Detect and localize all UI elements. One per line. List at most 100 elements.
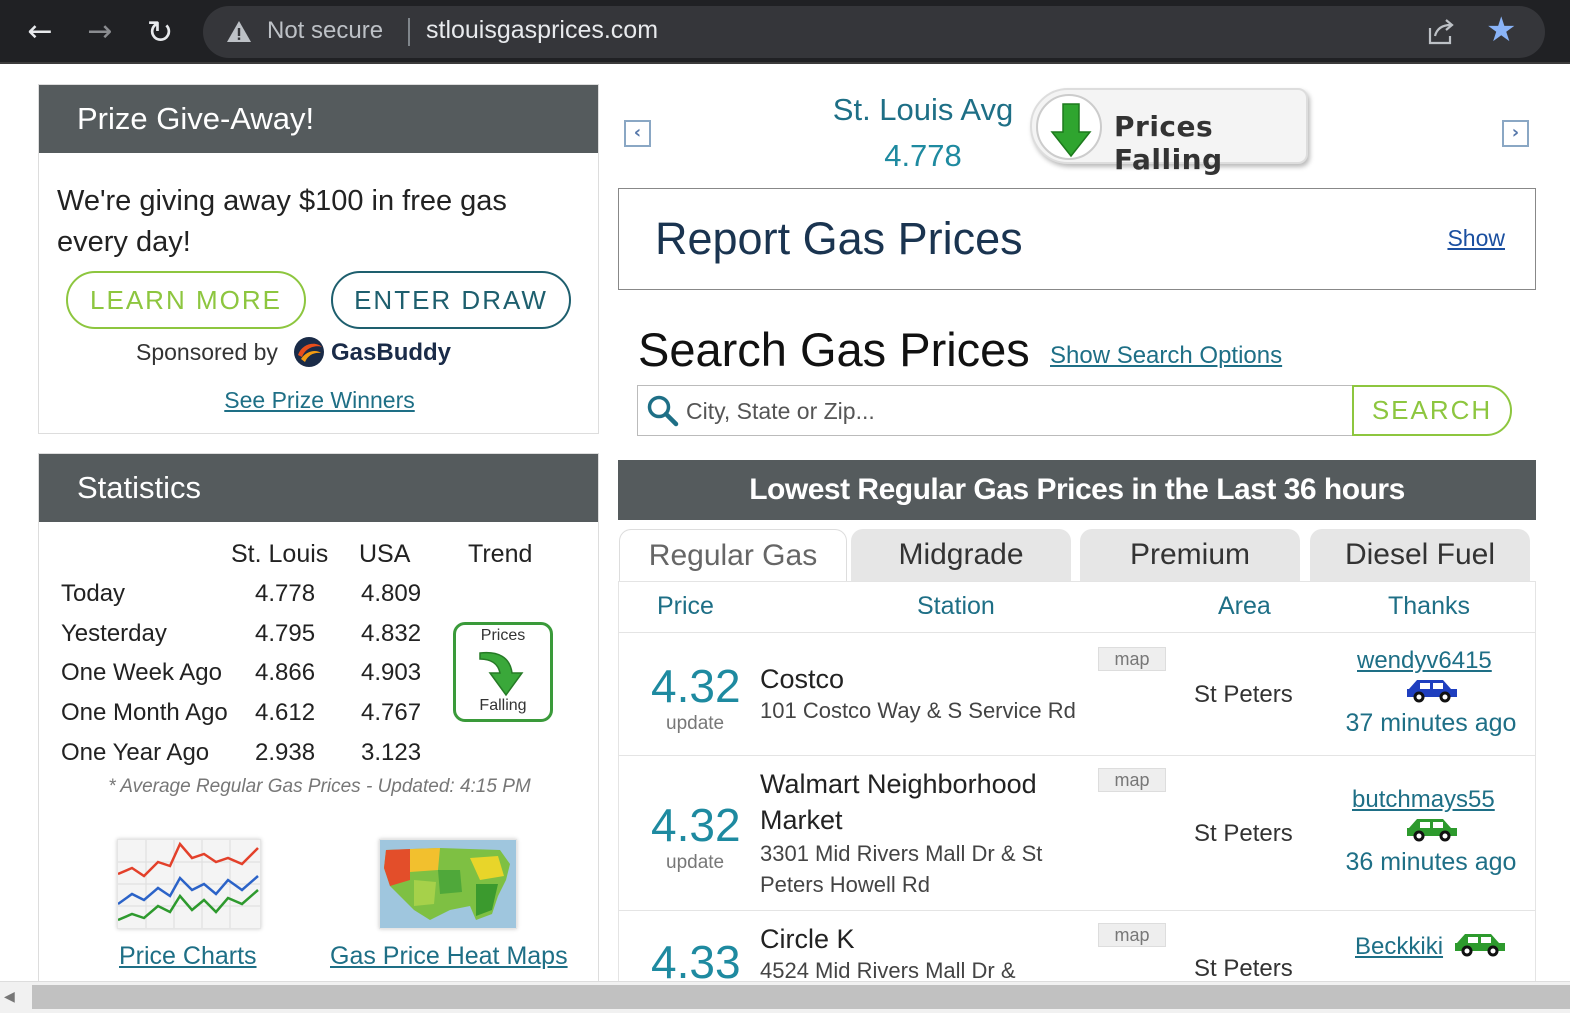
learn-more-button[interactable]: LEARN MORE: [66, 271, 306, 329]
stat-usa-value: 4.767: [361, 699, 422, 726]
stat-city-value: 4.778: [255, 580, 316, 607]
falling-circle: [1036, 94, 1102, 160]
stat-header-city: St. Louis: [231, 540, 329, 568]
table-row: 4.32 update Costco 101 Costco Way & S Se…: [619, 632, 1535, 755]
stat-usa-value: 3.123: [361, 739, 422, 766]
stat-label: One Month Ago: [61, 699, 228, 726]
trend-badge-top: Prices: [480, 627, 526, 644]
reload-icon[interactable]: ↻: [146, 13, 174, 51]
area-value: St Peters: [1194, 820, 1293, 847]
tab-regular-gas[interactable]: Regular Gas: [619, 529, 847, 582]
prices-falling-badge: Prices Falling: [1030, 88, 1308, 176]
stat-city-value: 4.795: [255, 620, 316, 647]
tab-diesel-fuel[interactable]: Diesel Fuel: [1310, 529, 1530, 581]
trend-badge-bottom: Falling: [479, 697, 527, 714]
column-header-area: Area: [1218, 592, 1271, 620]
gasbuddy-name[interactable]: GasBuddy: [331, 339, 452, 366]
prices-falling-label: Prices Falling: [1114, 110, 1223, 176]
search-field[interactable]: [637, 385, 1353, 436]
search-input[interactable]: [686, 392, 1326, 430]
security-label[interactable]: Not secure: [267, 17, 384, 44]
report-show-link[interactable]: Show: [1447, 225, 1505, 251]
chevron-left-icon: ‹: [633, 122, 642, 143]
stat-row: Today 4.778 4.809: [61, 580, 441, 620]
search-button[interactable]: SEARCH: [1352, 385, 1512, 436]
browser-toolbar: ← → ↻ Not secure stlouisgasprices.com ★: [0, 0, 1570, 64]
show-search-options-link[interactable]: Show Search Options: [1050, 342, 1283, 369]
station-name[interactable]: Walmart Neighborhood Market: [760, 769, 1037, 835]
tab-midgrade[interactable]: Midgrade: [851, 529, 1071, 581]
update-link[interactable]: update: [666, 852, 725, 873]
statistics-panel: Statistics St. Louis USA Trend Today 4.7…: [38, 453, 599, 993]
stat-row: One Year Ago 2.938 3.123: [61, 739, 441, 779]
prev-arrow-button[interactable]: ‹: [624, 120, 651, 147]
prize-panel: Prize Give-Away! We're giving away $100 …: [38, 84, 599, 434]
back-icon[interactable]: ←: [27, 14, 53, 49]
sponsored-by-label: Sponsored by: [136, 339, 278, 365]
address-bar[interactable]: Not secure stlouisgasprices.com ★: [203, 6, 1545, 58]
column-header-station: Station: [917, 592, 995, 620]
report-gas-prices-box: Report Gas Prices Show: [618, 188, 1536, 290]
price-charts-link[interactable]: Price Charts: [119, 942, 257, 970]
stat-label: One Year Ago: [61, 739, 210, 766]
update-link[interactable]: update: [666, 713, 725, 734]
stat-row: One Week Ago 4.866 4.903: [61, 659, 441, 699]
url-text[interactable]: stlouisgasprices.com: [426, 16, 659, 44]
tab-premium[interactable]: Premium: [1080, 529, 1300, 581]
station-address: 4524 Mid Rivers Mall Dr &: [760, 958, 1016, 983]
map-button[interactable]: map: [1098, 923, 1166, 947]
report-time: 36 minutes ago: [1345, 848, 1517, 876]
price-value: 4.32: [651, 660, 741, 712]
chevron-right-icon: ›: [1511, 122, 1520, 143]
forward-icon[interactable]: →: [87, 14, 113, 49]
prices-table: Price Station Area Thanks 4.32 update Co…: [618, 581, 1536, 993]
city-average-title: St. Louis Avg: [832, 92, 1014, 127]
area-value: St Peters: [1194, 681, 1293, 708]
stat-city-value: 4.866: [255, 659, 316, 686]
gasbuddy-logo-icon[interactable]: [292, 335, 328, 369]
map-button[interactable]: map: [1098, 768, 1166, 792]
lowest-prices-title: Lowest Regular Gas Prices in the Last 36…: [618, 460, 1536, 520]
see-prize-winners-link[interactable]: See Prize Winners: [224, 387, 415, 413]
stat-usa-value: 4.832: [361, 620, 422, 647]
price-value: 4.33: [651, 936, 741, 988]
scrollbar-thumb[interactable]: [32, 985, 1570, 1009]
scroll-left-icon[interactable]: ◀: [4, 989, 15, 1005]
us-map-icon: [380, 840, 516, 928]
search-icon: [647, 395, 679, 427]
price-value: 4.32: [651, 799, 741, 851]
user-link[interactable]: wendyv6415: [1357, 647, 1492, 674]
share-icon[interactable]: [1425, 16, 1457, 48]
stat-city-value: 4.612: [255, 699, 316, 726]
heat-maps-link[interactable]: Gas Price Heat Maps: [330, 942, 568, 970]
car-icon: [1407, 819, 1457, 842]
prize-panel-title: Prize Give-Away!: [39, 85, 598, 153]
stat-header-usa: USA: [359, 540, 411, 568]
bookmark-star-icon[interactable]: ★: [1486, 10, 1517, 50]
heat-map-thumbnail[interactable]: [379, 839, 517, 929]
column-header-thanks: Thanks: [1388, 592, 1470, 620]
next-arrow-button[interactable]: ›: [1502, 120, 1529, 147]
stat-city-value: 2.938: [255, 739, 316, 766]
car-icon: [1407, 680, 1457, 703]
stat-label: One Week Ago: [61, 659, 222, 686]
station-name[interactable]: Costco: [760, 664, 845, 694]
map-button[interactable]: map: [1098, 647, 1166, 671]
enter-draw-button[interactable]: ENTER DRAW: [331, 271, 571, 329]
user-link[interactable]: Beckkiki: [1355, 933, 1444, 960]
user-link[interactable]: butchmays55: [1352, 786, 1495, 813]
omnibox-divider: [408, 18, 410, 46]
station-name[interactable]: Circle K: [760, 924, 855, 954]
report-time: 37 minutes ago: [1345, 709, 1517, 737]
station-address: 3301 Mid Rivers Mall Dr & St Peters Howe…: [760, 841, 1043, 897]
arrow-down-icon: [1050, 103, 1092, 158]
price-charts-thumbnail[interactable]: [117, 839, 261, 929]
horizontal-scrollbar[interactable]: ◀: [0, 981, 1570, 1013]
table-row: 4.33 Circle K 4524 Mid Rivers Mall Dr & …: [619, 910, 1535, 994]
prize-description: We're giving away $100 in free gas every…: [57, 185, 507, 258]
car-icon: [1455, 934, 1505, 957]
warning-icon[interactable]: [225, 18, 253, 46]
stat-row: Yesterday 4.795 4.832: [61, 620, 441, 660]
trend-badge: Prices Falling: [453, 622, 553, 722]
stats-update-note: * Average Regular Gas Prices - Updated: …: [108, 776, 531, 797]
